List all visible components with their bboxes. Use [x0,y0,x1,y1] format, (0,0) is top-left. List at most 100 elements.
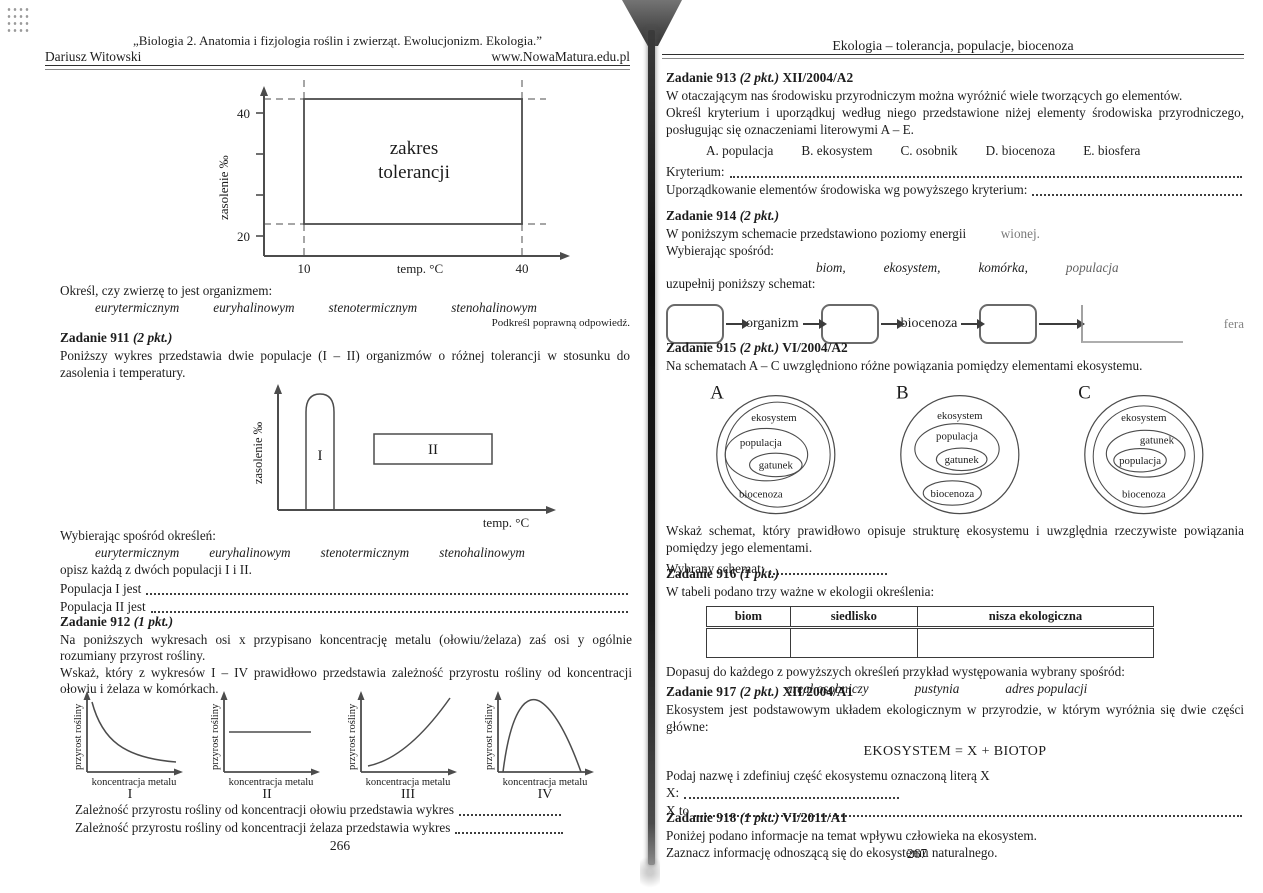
y-axis-label: przyrost rośliny [484,703,495,770]
answer-line [694,812,1242,817]
binding-strip [648,30,655,865]
label-ekosystem: ekosystem [751,412,797,424]
diagram-letter: C [1078,382,1091,403]
q910-note: Podkreśl poprawną odpowiedź. [491,316,630,329]
ecosystem-diagrams-row: A ekosystem populacja gatunek biocenoza … [684,379,1244,519]
q916-points: (1 pkt.) [739,566,780,581]
q917-xto-label: X to [666,803,690,819]
ecosystem-equation: EKOSYSTEM = X + BIOTOP [863,743,1047,759]
y-axis-label: przyrost rośliny [210,703,221,770]
population-2-shape [373,433,493,465]
q911-ans1-label: Populacja I jest [60,581,142,596]
answer-line [150,608,628,613]
x-axis-label: koncentracja metalu [229,777,315,788]
x-axis-label: temp. °C [483,515,529,530]
diagram-letter: A [710,382,724,403]
answer-line [146,590,628,595]
left-page: „Biologia 2. Anatomia i fizjologia rośli… [6,6,632,853]
q912-ans2-label: Zależność przyrostu rośliny od koncentra… [75,819,451,835]
x-tick-10: 10 [298,261,311,276]
x-axis-arrow-icon [560,252,570,260]
answer-line [1032,191,1242,196]
q912-body2: Wskaż, który z wykresów I – IV prawidłow… [60,664,632,697]
y-axis-arrow-icon [274,384,282,394]
q917-title: Zadanie 917 [666,684,737,699]
q912-body1: Na poniższych wykresach osi x przypisano… [60,632,632,664]
q913-p1: W otaczającym nas środowisku przyrodnicz… [666,88,1183,103]
mini-chart-4: przyrost rośliny koncentracja metalu IV [484,691,594,800]
q917-p1: Ekosystem jest podstawowym układem ekolo… [666,702,1244,734]
q910-option: stenotermicznym [328,299,418,315]
answer-line [455,829,564,834]
population-2-label: II [428,442,438,458]
q913-points: (2 pkt.) [739,70,780,85]
diagram-b: B ekosystem populacja gatunek biocenoza [896,382,1020,515]
populations-tolerance-chart: zasolenie ‰ temp. °C I II [251,384,556,530]
book-binding [622,0,682,893]
q911-points: (2 pkt.) [132,330,173,345]
q918-points: (1 pkt.) [739,810,780,825]
y-axis-arrow-icon [260,86,268,96]
q915-code: VI/2004/A2 [782,340,848,355]
q911-body: Poniższy wykres przedstawia dwie populac… [60,348,630,380]
q913-option: A. populacja [706,143,774,159]
schema-label-biocenoza: biocenoza [900,316,958,332]
q918-title: Zadanie 918 [666,810,737,825]
table-cell-empty [916,626,1155,658]
y-axis-label: zasolenie ‰ [251,421,265,484]
tolerance-range-chart: 40 20 zasolenie ‰ 10 40 temp. °C zakres … [216,80,570,276]
y-axis-label: przyrost rośliny [73,703,84,770]
q915-chosen-label: Wybrany schemat: [666,561,765,577]
x-axis-label: koncentracja metalu [92,777,178,788]
label-ekosystem: ekosystem [1121,412,1167,424]
q914-option: komórka, [978,259,1028,275]
q912-block: Zadanie 912 (1 pkt.) Na poniższych wykre… [60,614,632,697]
author: Dariusz Witowski [45,49,142,64]
mini-chart-2: przyrost rośliny koncentracja metalu II [210,691,320,800]
ecology-terms-table: biom siedlisko nisza ekologiczna [706,605,1155,658]
page-number-left: 266 [329,838,351,853]
arrow-icon [802,319,827,330]
q913-p2: Określ kryterium i uporządkuj według nie… [666,104,1244,137]
arrow-icon [1039,319,1086,330]
x-axis-label: koncentracja metalu [503,777,589,788]
label-gatunek: gatunek [945,454,980,466]
table-cell-empty [789,626,918,658]
q910-prompt: Określ, czy zwierzę to jest organizmem: [60,283,273,298]
q916-block: Zadanie 916 (1 pkt.) W tabeli podano trz… [666,566,1244,697]
y-axis-label: przyrost rośliny [347,703,358,770]
answer-line [729,173,1242,178]
answer-line [684,794,900,800]
q916-intro: W tabeli podano trzy ważne w ekologii ok… [666,584,935,599]
q918-p1: Poniżej podano informacje na temat wpływ… [666,828,1037,843]
q911-option: euryhalinowym [209,544,291,560]
q915-points: (2 pkt.) [739,340,780,355]
q910-option: euryhalinowym [213,299,295,315]
scan-noise [6,6,30,36]
q915-block: Zadanie 915 (2 pkt.) VI/2004/A2 Na schem… [666,340,1244,578]
diagram-a: A ekosystem populacja gatunek biocenoza [710,382,836,515]
q911-title: Zadanie 911 [60,330,130,345]
header-rule [45,65,630,70]
q916-match: Dopasuj do każdego z powyższych określeń… [666,663,1125,679]
q914-choose: Wybierając spośród: [666,242,774,258]
q914-option: ekosystem, [883,259,941,275]
q914-points: (2 pkt.) [739,208,780,223]
q917-points: (2 pkt.) [739,684,780,699]
empty-box [820,304,879,345]
schema-label-fera-faded: fera [1223,316,1244,332]
q913-title: Zadanie 913 [666,70,737,85]
right-page: Ekologia – tolerancja, populacje, biocen… [662,0,1247,893]
q914-fill: uzupełnij poniższy schemat: [666,275,816,291]
curve-decreasing [91,701,177,763]
q917-block: Zadanie 917 (2 pkt.) XII/2004/A1 Ekosyst… [666,684,1244,820]
q916-title: Zadanie 916 [666,566,737,581]
q914-title: Zadanie 914 [666,208,737,223]
y-axis-arrow-icon [494,691,502,700]
label-gatunek: gatunek [759,459,794,471]
empty-box [666,304,724,345]
q917-code: XII/2004/A1 [782,684,854,699]
q911-choose: Wybierając spośród określeń: [60,528,216,543]
book-title: „Biologia 2. Anatomia i fizjologia rośli… [132,33,543,48]
page-number-right: 267 [906,846,928,861]
